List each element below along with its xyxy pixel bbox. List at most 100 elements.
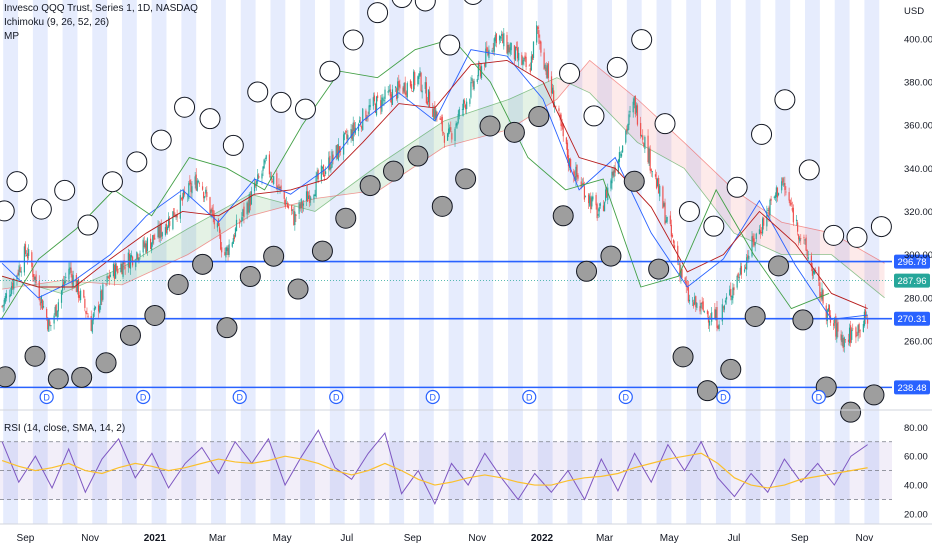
candle-body bbox=[595, 194, 597, 206]
candle-body bbox=[151, 242, 153, 251]
candle-body bbox=[774, 194, 776, 198]
candle-body bbox=[510, 42, 512, 51]
candle-body bbox=[790, 202, 792, 205]
cloud-segment bbox=[684, 142, 734, 234]
candle-body bbox=[679, 262, 681, 277]
candle-body bbox=[54, 307, 56, 315]
mp-open-circle bbox=[606, 56, 628, 78]
candle-body bbox=[108, 274, 110, 280]
candle-body bbox=[596, 204, 598, 219]
candle-body bbox=[18, 265, 20, 276]
candle-body bbox=[588, 194, 590, 204]
candle-body bbox=[101, 290, 103, 301]
candle-body bbox=[806, 250, 808, 257]
candle-body bbox=[268, 154, 271, 175]
mp-open-circle bbox=[174, 96, 196, 118]
candle-body bbox=[498, 35, 501, 41]
candle-body bbox=[717, 325, 719, 329]
price-tick: 400.00 bbox=[904, 34, 932, 45]
candle-body bbox=[352, 122, 354, 142]
ichimoku-legend[interactable]: Ichimoku (9, 26, 52, 26) bbox=[4, 17, 110, 28]
mp-filled-circle bbox=[455, 168, 477, 190]
candle-body bbox=[291, 205, 293, 212]
candle-body bbox=[109, 275, 111, 277]
candle-body bbox=[583, 186, 586, 200]
candle-body bbox=[833, 323, 835, 326]
time-tick: May bbox=[660, 533, 679, 544]
candle-body bbox=[161, 232, 163, 237]
candle-body bbox=[240, 220, 242, 222]
candle-body bbox=[13, 278, 15, 290]
candle-body bbox=[347, 135, 349, 141]
rsi-line bbox=[1, 429, 868, 506]
candle-body bbox=[783, 183, 785, 186]
candle-body bbox=[714, 309, 716, 319]
candle-body bbox=[247, 203, 249, 213]
candle-body bbox=[78, 295, 81, 299]
time-tick: 2022 bbox=[531, 533, 554, 544]
candle-body bbox=[451, 133, 453, 140]
candle-body bbox=[424, 82, 426, 90]
candle-body bbox=[634, 95, 636, 115]
candle-body bbox=[647, 135, 649, 163]
candle-body bbox=[494, 35, 496, 42]
cloud-segment bbox=[250, 194, 316, 216]
symbol-title[interactable]: Invesco QQQ Trust, Series 1, 1D, NASDAQ bbox=[4, 3, 198, 14]
mp-open-circle bbox=[6, 171, 28, 193]
candle-body bbox=[570, 159, 572, 173]
candle-body bbox=[420, 72, 422, 91]
time-tick: Nov bbox=[81, 533, 99, 544]
candle-body bbox=[328, 157, 330, 170]
candle-body bbox=[523, 58, 525, 61]
candle-body bbox=[458, 109, 460, 117]
price-tick: 360.00 bbox=[904, 121, 932, 132]
candle-body bbox=[731, 295, 733, 301]
candle-body bbox=[165, 223, 168, 233]
candle-body bbox=[867, 317, 869, 324]
mp-filled-circle bbox=[311, 240, 333, 262]
candle-body bbox=[565, 137, 567, 145]
candle-body bbox=[112, 263, 115, 277]
candle-body bbox=[671, 234, 674, 237]
candle-body bbox=[3, 299, 5, 306]
candle-body bbox=[856, 335, 858, 337]
candle-body bbox=[381, 97, 383, 112]
candle-body bbox=[166, 226, 169, 230]
candle-body bbox=[90, 316, 92, 331]
candle-body bbox=[613, 170, 615, 177]
candle-body bbox=[685, 281, 687, 287]
candle-body bbox=[338, 146, 341, 154]
candle-body bbox=[158, 226, 160, 238]
candle-body bbox=[701, 302, 703, 304]
candle-body bbox=[531, 54, 534, 60]
candle-body bbox=[102, 284, 104, 300]
candle-body bbox=[834, 318, 836, 324]
candle-body bbox=[314, 194, 316, 196]
candle-body bbox=[169, 220, 171, 226]
candle-body bbox=[540, 41, 542, 53]
candle-body bbox=[181, 196, 184, 201]
candle-body bbox=[138, 258, 140, 261]
candle-body bbox=[807, 257, 809, 260]
mp-filled-circle bbox=[768, 255, 790, 277]
conversion-line bbox=[1, 49, 868, 320]
candle-body bbox=[501, 33, 503, 36]
candle-body bbox=[514, 46, 517, 61]
candle-body bbox=[287, 206, 290, 209]
candle-body bbox=[350, 128, 352, 138]
mp-filled-circle bbox=[382, 160, 404, 182]
candle-body bbox=[94, 306, 97, 309]
mp-legend[interactable]: MP bbox=[4, 31, 19, 42]
rsi-legend[interactable]: RSI (14, close, SMA, 14, 2) bbox=[4, 423, 126, 434]
candle-body bbox=[374, 103, 377, 113]
candle-body bbox=[92, 313, 94, 321]
candle-body bbox=[539, 40, 541, 44]
candle-body bbox=[693, 302, 695, 307]
candle-body bbox=[421, 90, 423, 93]
candle-body bbox=[367, 115, 369, 117]
mp-filled-circle bbox=[528, 106, 550, 128]
candle-body bbox=[614, 167, 616, 173]
